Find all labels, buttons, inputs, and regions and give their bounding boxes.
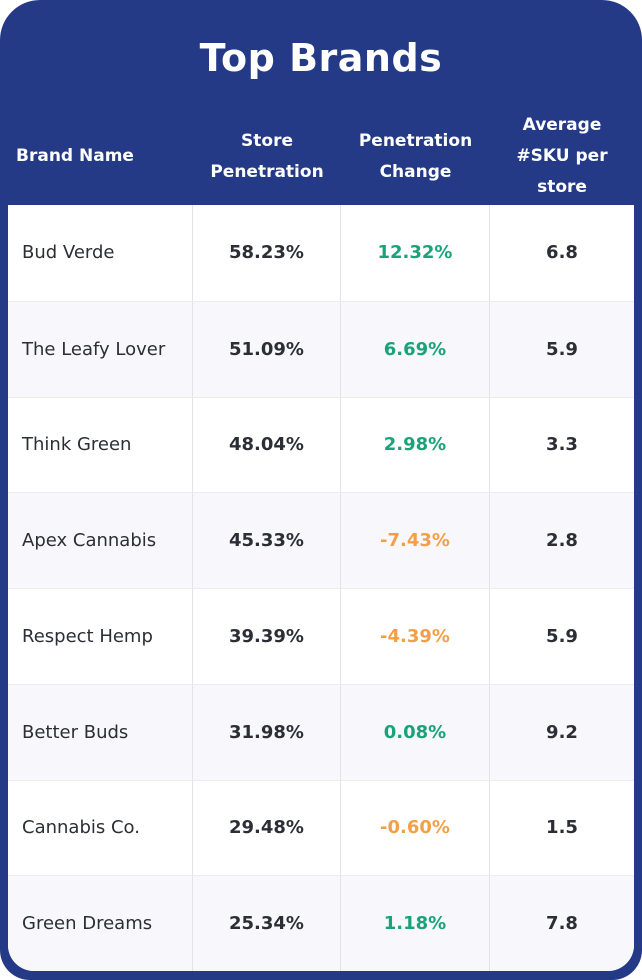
column-header-store-penetration: Store Penetration: [210, 130, 324, 182]
penetration-change-cell: 1.18%: [341, 876, 490, 971]
penetration-change-cell: 2.98%: [341, 397, 490, 493]
store-penetration-cell: 58.23%: [193, 205, 341, 301]
average-sku-cell: 5.9: [546, 338, 578, 360]
store-penetration-cell: 45.33%: [193, 493, 341, 588]
table-row: The Leafy Lover 51.09% 6.69% 5.9: [8, 300, 634, 397]
table-row: Respect Hemp 39.39% -4.39% 5.9: [8, 588, 634, 684]
table-row: Bud Verde 58.23% 12.32% 6.8: [8, 205, 634, 301]
brand-name-cell: Cannabis Co.: [8, 780, 193, 876]
store-penetration-cell: 51.09%: [193, 301, 341, 397]
column-header-penetration-change: Penetration Change: [358, 130, 473, 182]
table-header: Brand Name Store Penetration Penetration…: [8, 108, 634, 205]
average-sku-cell: 6.8: [546, 242, 578, 264]
average-sku-cell: 1.5: [546, 817, 578, 839]
table-body: Bud Verde 58.23% 12.32% 6.8 The Leafy Lover 5…: [8, 205, 634, 971]
store-penetration-cell: 31.98%: [193, 684, 341, 780]
table-row: Better Buds 31.98% 0.08% 9.2: [8, 683, 634, 780]
page-title: Top Brands: [199, 36, 443, 80]
brand-name-cell: Think Green: [8, 397, 193, 493]
table-row: Green Dreams 25.34% 1.18% 7.8: [8, 875, 634, 971]
penetration-change-cell: 12.32%: [341, 205, 490, 301]
store-penetration-cell: 48.04%: [193, 397, 341, 493]
brand-name-cell: Better Buds: [8, 684, 193, 780]
brand-name-cell: Apex Cannabis: [8, 493, 193, 588]
column-header-average-sku: Average #SKU per store: [516, 115, 608, 197]
average-sku-cell: 2.8: [546, 530, 578, 552]
penetration-change-cell: 6.69%: [341, 301, 490, 397]
average-sku-cell: 9.2: [546, 721, 578, 743]
brand-name-cell: The Leafy Lover: [8, 301, 193, 397]
table-row: Apex Cannabis 45.33% -7.43% 2.8: [8, 492, 634, 588]
table-row: Think Green 48.04% 2.98% 3.3: [8, 396, 634, 493]
brand-name-cell: Bud Verde: [8, 205, 193, 301]
brand-name-cell: Respect Hemp: [8, 589, 193, 684]
average-sku-cell: 5.9: [546, 625, 578, 647]
penetration-change-cell: -7.43%: [341, 493, 490, 588]
store-penetration-cell: 39.39%: [193, 589, 341, 684]
store-penetration-cell: 25.34%: [193, 876, 341, 971]
penetration-change-cell: -4.39%: [341, 589, 490, 684]
penetration-change-cell: -0.60%: [341, 780, 490, 876]
brand-name-cell: Green Dreams: [8, 876, 193, 971]
average-sku-cell: 7.8: [546, 913, 578, 935]
penetration-change-cell: 0.08%: [341, 684, 490, 780]
average-sku-cell: 3.3: [546, 434, 578, 456]
column-header-brand-name: Brand Name: [16, 146, 134, 166]
table-row: Cannabis Co. 29.48% -0.60% 1.5: [8, 779, 634, 876]
store-penetration-cell: 29.48%: [193, 780, 341, 876]
